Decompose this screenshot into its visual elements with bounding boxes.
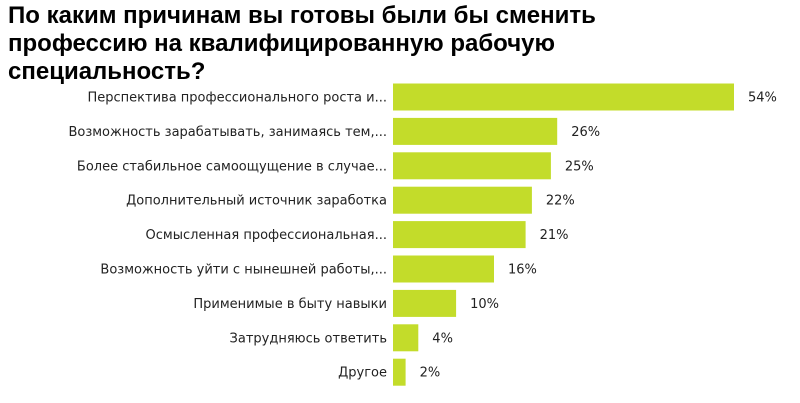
category-label-8: Затрудняюсь ответить [230, 331, 387, 346]
category-label-4: Дополнительный источник заработка [126, 194, 387, 209]
category-label-1: Перспектива профессионального роста и... [88, 91, 388, 106]
value-label-3: 25% [565, 159, 594, 174]
bar-2 [393, 117, 558, 145]
category-label-2: Возможность зарабатывать, занимаясь тем,… [68, 125, 387, 140]
value-label-9: 2% [420, 366, 441, 381]
value-label-1: 54% [748, 91, 777, 106]
bar-4 [393, 186, 532, 214]
bar-3 [393, 152, 551, 180]
value-label-6: 16% [508, 263, 537, 278]
value-label-5: 21% [540, 228, 569, 243]
value-label-7: 10% [470, 297, 499, 312]
value-label-2: 26% [571, 125, 600, 140]
chart-title: По каким причинам вы готовы были бы смен… [8, 2, 596, 85]
bar-1 [393, 83, 734, 111]
category-label-5: Осмысленная профессиональная... [146, 228, 387, 243]
bar-6 [393, 255, 494, 283]
bar-7 [393, 289, 457, 317]
bar-8 [393, 324, 419, 352]
value-label-8: 4% [432, 331, 453, 346]
bar-9 [393, 358, 406, 386]
category-label-9: Другое [338, 366, 387, 381]
category-label-3: Более стабильное самоощущение в случае..… [77, 159, 387, 174]
bar-5 [393, 221, 526, 249]
value-label-4: 22% [546, 194, 575, 209]
category-label-6: Возможность уйти с нынешней работы,... [100, 263, 387, 278]
category-label-7: Применимые в быту навыки [193, 297, 387, 312]
